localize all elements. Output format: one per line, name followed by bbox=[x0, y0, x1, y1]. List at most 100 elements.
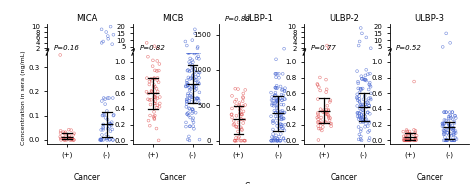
Point bbox=[67, 138, 75, 141]
Point bbox=[151, 95, 159, 98]
Point bbox=[443, 138, 451, 141]
Point bbox=[241, 139, 249, 142]
Point bbox=[190, 117, 197, 120]
Point bbox=[273, 139, 281, 142]
Point bbox=[238, 113, 246, 116]
Point bbox=[362, 115, 369, 118]
Point bbox=[359, 120, 367, 123]
Point bbox=[449, 117, 456, 120]
Point bbox=[108, 124, 115, 127]
Point bbox=[356, 97, 363, 100]
Point bbox=[70, 132, 78, 135]
Point bbox=[278, 109, 286, 112]
Point bbox=[239, 97, 247, 100]
Point bbox=[98, 41, 106, 44]
Point bbox=[98, 28, 105, 31]
Point bbox=[402, 139, 410, 142]
Point bbox=[452, 117, 460, 120]
Point bbox=[270, 102, 278, 105]
Point bbox=[236, 112, 244, 115]
Point bbox=[441, 111, 448, 114]
Point bbox=[323, 44, 331, 47]
Point bbox=[191, 89, 199, 92]
Point bbox=[231, 139, 239, 142]
Point bbox=[325, 108, 332, 111]
Point bbox=[272, 72, 280, 75]
Point bbox=[451, 139, 458, 142]
Point bbox=[440, 131, 448, 134]
Point bbox=[240, 110, 247, 113]
Point bbox=[237, 118, 245, 121]
Text: Cancer: Cancer bbox=[73, 173, 100, 182]
Point bbox=[273, 139, 280, 142]
Point bbox=[189, 110, 197, 113]
Point bbox=[98, 138, 106, 141]
Point bbox=[365, 121, 373, 124]
Point bbox=[357, 128, 365, 130]
Text: Cancer: Cancer bbox=[416, 173, 443, 182]
Point bbox=[155, 63, 163, 66]
Point bbox=[189, 77, 196, 80]
Point bbox=[189, 51, 196, 54]
Point bbox=[182, 125, 190, 128]
Point bbox=[269, 120, 277, 123]
Point bbox=[269, 119, 277, 122]
Point bbox=[184, 83, 191, 86]
Point bbox=[360, 98, 367, 101]
Point bbox=[362, 103, 369, 106]
Point bbox=[314, 121, 321, 124]
Point bbox=[104, 37, 112, 40]
Point bbox=[183, 103, 191, 106]
Point bbox=[191, 85, 198, 88]
Point bbox=[314, 113, 322, 116]
Point bbox=[109, 138, 117, 141]
Point bbox=[98, 138, 105, 141]
Point bbox=[104, 35, 111, 38]
Point bbox=[191, 51, 199, 54]
Point bbox=[104, 118, 111, 121]
Point bbox=[451, 139, 458, 142]
Point bbox=[148, 90, 155, 93]
Point bbox=[190, 66, 197, 69]
Point bbox=[233, 98, 240, 101]
Point bbox=[438, 125, 446, 128]
Point bbox=[239, 96, 246, 99]
Point bbox=[450, 126, 457, 129]
Text: P=0.77: P=0.77 bbox=[310, 45, 337, 51]
Point bbox=[193, 51, 201, 54]
Point bbox=[358, 118, 366, 121]
Point bbox=[233, 125, 240, 128]
Point bbox=[364, 111, 372, 114]
Point bbox=[357, 26, 365, 29]
Point bbox=[153, 87, 160, 90]
Point bbox=[316, 122, 324, 125]
Point bbox=[402, 139, 410, 142]
Point bbox=[268, 139, 275, 142]
Point bbox=[317, 127, 324, 130]
Point bbox=[361, 125, 369, 128]
Point bbox=[447, 115, 454, 118]
Point bbox=[365, 101, 372, 104]
Point bbox=[356, 111, 363, 114]
Point bbox=[354, 97, 361, 100]
Point bbox=[237, 107, 245, 110]
Point bbox=[241, 104, 249, 107]
Point bbox=[357, 87, 365, 90]
Point bbox=[410, 139, 418, 142]
Point bbox=[327, 99, 334, 102]
Point bbox=[107, 123, 115, 125]
Point bbox=[356, 87, 364, 90]
Point bbox=[357, 110, 365, 113]
Point bbox=[359, 120, 367, 123]
Point bbox=[282, 123, 289, 126]
Point bbox=[410, 128, 418, 131]
Point bbox=[404, 134, 411, 137]
Point bbox=[359, 109, 367, 112]
Point bbox=[365, 104, 373, 107]
Point bbox=[61, 132, 68, 135]
Point bbox=[275, 72, 283, 75]
Point bbox=[151, 45, 158, 48]
Point bbox=[270, 139, 277, 142]
Point bbox=[277, 110, 285, 113]
Point bbox=[354, 93, 361, 96]
